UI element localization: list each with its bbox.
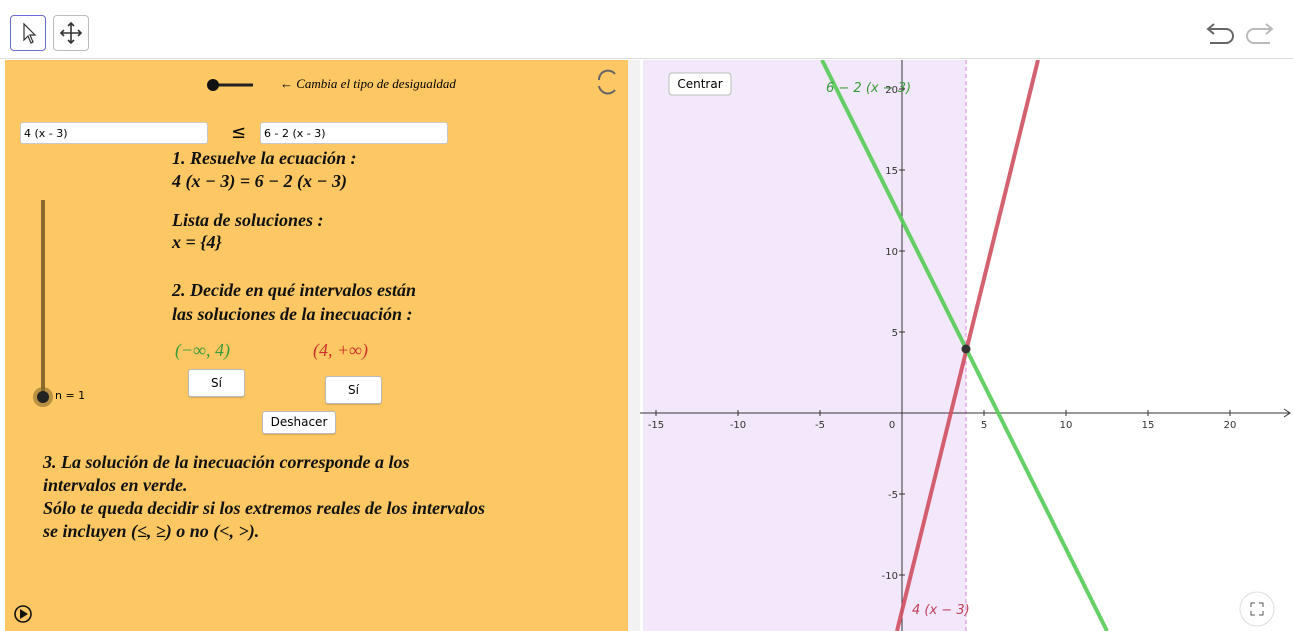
graphics-view: 6 − 2 (x − 3) 4 (x − 3) Centrar -15 -10 -5… xyxy=(640,60,1291,631)
equation: 4 (x − 3) = 6 − 2 (x − 3) xyxy=(172,171,347,191)
x-tick-label: 5 xyxy=(981,420,987,431)
algebra-panel: ← Cambia el tipo de desigualdad 4 (x - 3… xyxy=(5,60,628,631)
input-left[interactable]: 4 (x - 3) xyxy=(20,122,208,144)
fullscreen-icon xyxy=(1250,602,1264,616)
y-tick-label: 10 xyxy=(885,247,898,258)
fullscreen-button[interactable] xyxy=(1239,591,1275,627)
step2-line: las soluciones de la inecuación : xyxy=(172,304,413,324)
step3-line: intervalos en verde. xyxy=(43,475,188,495)
green-label: 6 − 2 (x − 3) xyxy=(826,81,911,96)
solution-region xyxy=(643,60,966,631)
divider xyxy=(628,60,640,631)
y-tick-label: 20 xyxy=(885,85,898,96)
input-right[interactable]: 6 - 2 (x - 3) xyxy=(260,122,448,144)
x-tick-label: 20 xyxy=(1224,420,1237,431)
toolbar xyxy=(0,0,1293,59)
step2-line: 2. Decide en qué intervalos están xyxy=(172,280,416,300)
interval-left: (−∞, 4) xyxy=(175,340,230,360)
undo-redo[interactable] xyxy=(1200,18,1280,48)
button-right[interactable]: Sí xyxy=(325,376,382,404)
slider-label: n = 1 xyxy=(55,389,86,402)
step3-line: se incluyen (≤, ≥) o no (<, >). xyxy=(43,521,260,541)
x-tick-label: -15 xyxy=(648,420,664,431)
move-tool[interactable] xyxy=(53,15,89,51)
move-icon xyxy=(59,21,83,45)
x-tick-label: -10 xyxy=(730,420,746,431)
relation: ≤ xyxy=(231,122,247,143)
select-icon xyxy=(23,22,37,44)
step1-title: 1. Resuelve la ecuación : xyxy=(172,148,357,168)
y-tick-label: -10 xyxy=(882,571,898,582)
slider-caption: ← Cambia el tipo de desigualdad xyxy=(280,76,456,91)
x-tick-label: 10 xyxy=(1060,420,1073,431)
step3-line: Sólo te queda decidir si los extremos re… xyxy=(43,498,485,518)
x-tick-label: 15 xyxy=(1142,420,1155,431)
step3-line: 3. La solución de la inecuación correspo… xyxy=(43,452,410,472)
undo-button[interactable]: Deshacer xyxy=(262,411,336,434)
y-tick-label: 15 xyxy=(885,166,898,177)
solutions: x = {4} xyxy=(172,232,222,252)
y-tick-label: -5 xyxy=(888,490,898,501)
center-button-label: Centrar xyxy=(677,77,722,91)
intersection-point xyxy=(961,344,971,354)
button-left[interactable]: Sí xyxy=(188,369,245,397)
x-tick-label: -5 xyxy=(815,420,825,431)
interval-right: (4, +∞) xyxy=(313,340,368,360)
y-tick-label: 5 xyxy=(892,328,898,339)
red-label: 4 (x − 3) xyxy=(912,603,970,618)
axes xyxy=(640,60,1291,631)
center-button[interactable] xyxy=(668,72,732,96)
solutions-title: Lista de soluciones : xyxy=(172,210,324,230)
sliders xyxy=(14,69,616,623)
x-tick-label: 0 xyxy=(889,420,895,431)
select-tool[interactable] xyxy=(10,15,46,51)
